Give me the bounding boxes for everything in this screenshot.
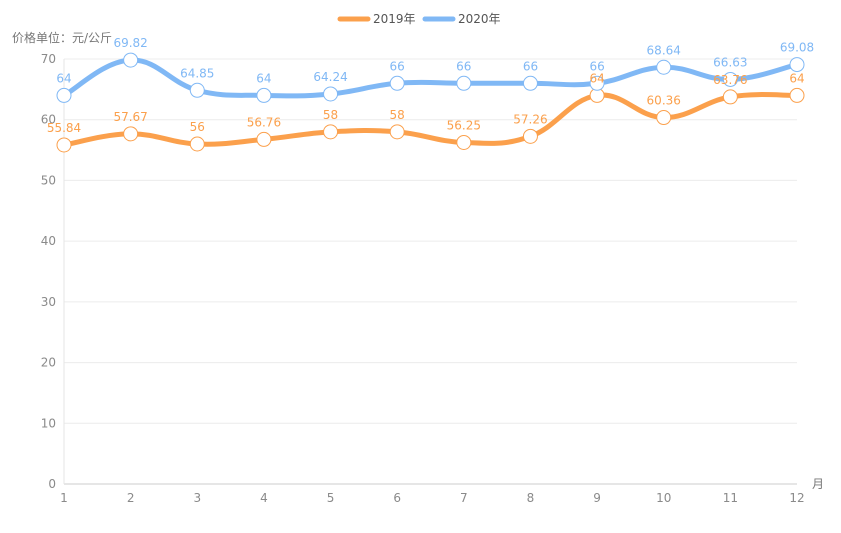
data-label: 68.64 — [647, 43, 681, 57]
data-point — [56, 87, 72, 103]
legend-label: 2020年 — [458, 12, 501, 26]
data-point — [56, 137, 72, 153]
data-point — [256, 87, 272, 103]
x-tick-label: 6 — [393, 491, 401, 505]
data-point — [323, 124, 339, 140]
x-tick-label: 1 — [60, 491, 68, 505]
data-label: 69.82 — [113, 36, 147, 50]
data-label: 66 — [523, 59, 538, 73]
data-label: 66 — [456, 59, 471, 73]
data-point — [722, 71, 738, 87]
x-tick-label: 12 — [789, 491, 804, 505]
data-point — [789, 87, 805, 103]
y-tick-label: 20 — [41, 356, 56, 370]
data-point — [589, 75, 605, 91]
data-point — [456, 75, 472, 91]
data-point — [656, 110, 672, 126]
series-line-2020年 — [61, 57, 800, 99]
data-label: 56.76 — [247, 115, 281, 129]
data-label: 58 — [323, 108, 338, 122]
data-label: 64 — [789, 71, 804, 85]
data-label: 66.63 — [713, 55, 747, 69]
data-point — [522, 128, 538, 144]
data-point — [256, 131, 272, 147]
data-label: 64 — [256, 71, 271, 85]
data-label: 64 — [56, 71, 71, 85]
data-point — [123, 52, 139, 68]
data-label: 55.84 — [47, 121, 81, 135]
y-tick-label: 70 — [41, 52, 56, 66]
x-tick-label: 8 — [527, 491, 535, 505]
x-tick-label: 4 — [260, 491, 268, 505]
y-tick-label: 60 — [41, 113, 56, 127]
data-point — [389, 124, 405, 140]
legend-label: 2019年 — [373, 12, 416, 26]
data-label: 60.36 — [647, 94, 681, 108]
data-point — [789, 57, 805, 73]
data-label: 56.25 — [447, 118, 481, 132]
x-axis-label: 月 — [812, 477, 824, 491]
data-point — [522, 75, 538, 91]
data-label: 63.76 — [713, 73, 747, 87]
data-label: 57.26 — [513, 112, 547, 126]
data-point — [323, 86, 339, 102]
data-label: 69.08 — [780, 41, 814, 55]
data-point — [123, 126, 139, 142]
data-label: 66 — [589, 59, 604, 73]
y-tick-label: 0 — [48, 477, 56, 491]
x-tick-label: 2 — [127, 491, 135, 505]
data-label: 57.67 — [113, 110, 147, 124]
data-label: 64 — [589, 71, 604, 85]
data-point — [722, 89, 738, 105]
data-label: 58 — [390, 108, 405, 122]
data-label: 64.85 — [180, 66, 214, 80]
data-point — [656, 59, 672, 75]
y-tick-label: 50 — [41, 173, 56, 187]
y-tick-label: 40 — [41, 234, 56, 248]
x-tick-label: 10 — [656, 491, 671, 505]
data-point — [189, 136, 205, 152]
data-label: 64.24 — [313, 70, 347, 84]
data-point — [389, 75, 405, 91]
data-label: 56 — [190, 120, 205, 134]
x-tick-label: 5 — [327, 491, 335, 505]
y-tick-label: 30 — [41, 295, 56, 309]
data-point — [189, 82, 205, 98]
x-tick-label: 7 — [460, 491, 468, 505]
data-point — [456, 134, 472, 150]
x-tick-label: 9 — [593, 491, 601, 505]
x-tick-label: 11 — [723, 491, 738, 505]
y-tick-label: 10 — [41, 416, 56, 430]
legend: 2019年 2020年 — [337, 12, 501, 26]
x-tick-label: 3 — [193, 491, 201, 505]
data-label: 66 — [390, 59, 405, 73]
y-axis-label: 价格单位：元/公斤 — [12, 30, 112, 45]
